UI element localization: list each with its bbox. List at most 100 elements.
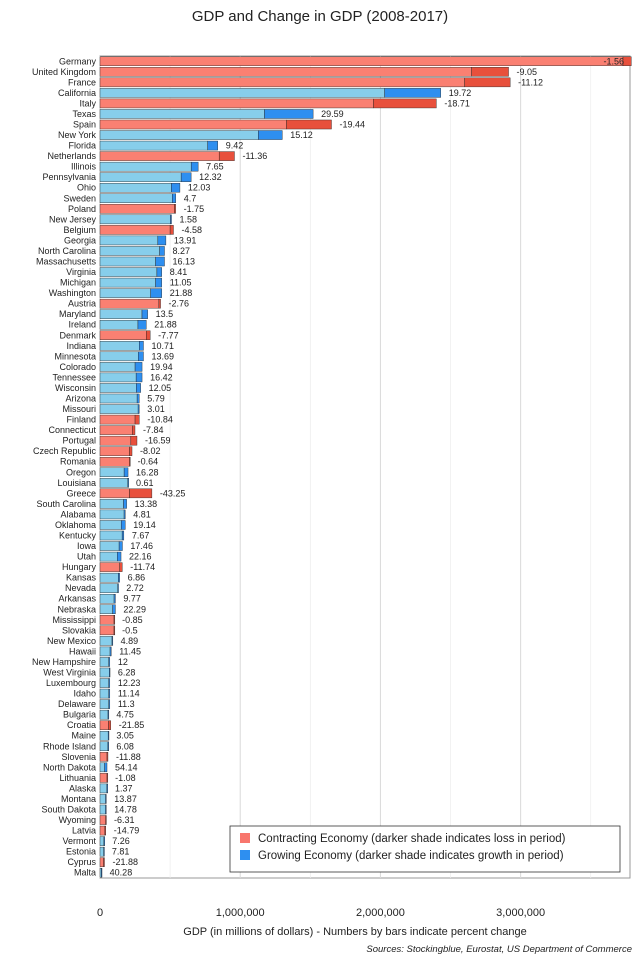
data-label: 7.81 <box>112 847 130 857</box>
data-label: 21.88 <box>170 288 193 298</box>
bar-change <box>117 583 119 593</box>
category-label: Texas <box>72 109 96 119</box>
category-label: Italy <box>79 98 96 108</box>
category-label: Alabama <box>60 509 96 519</box>
bar-base <box>99 277 156 288</box>
category-label: Alaska <box>69 783 96 793</box>
bar-base <box>99 298 160 309</box>
bar-change <box>384 88 441 98</box>
bar-base <box>99 214 171 225</box>
data-label: 8.41 <box>170 267 188 277</box>
data-label: -19.44 <box>339 120 365 130</box>
data-label: -0.5 <box>122 625 138 635</box>
data-label: 3.01 <box>147 404 165 414</box>
category-label: Wisconsin <box>55 383 96 393</box>
category-label: Arkansas <box>58 594 96 604</box>
bar-base <box>99 172 182 182</box>
category-label: United Kingdom <box>32 67 96 77</box>
bar-change <box>139 341 144 351</box>
bar-change <box>464 77 511 88</box>
category-label: Washington <box>49 288 96 298</box>
data-label: -8.02 <box>140 446 161 456</box>
bar-base <box>99 330 147 341</box>
category-label: New Jersey <box>49 214 97 224</box>
x-tick-label: 1,000,000 <box>216 907 265 919</box>
bar-change <box>156 267 162 277</box>
category-label: Poland <box>68 204 96 214</box>
category-label: Sweden <box>63 193 96 203</box>
data-label: -4.58 <box>181 225 202 235</box>
bar-base <box>99 309 143 319</box>
category-label: Illinois <box>71 162 97 172</box>
bar-change <box>121 530 125 541</box>
bar-change <box>106 783 108 794</box>
data-label: 7.65 <box>206 162 224 172</box>
bar-base <box>99 762 105 773</box>
legend-label: Contracting Economy (darker shade indica… <box>258 833 566 845</box>
bar-base <box>99 425 133 435</box>
bar-base <box>99 646 111 657</box>
category-label: Luxembourg <box>46 678 96 688</box>
bar-base <box>99 709 109 720</box>
bar-base <box>99 225 171 235</box>
category-label: Colorado <box>59 362 96 372</box>
bar-base <box>99 256 156 267</box>
source-note: Sources: Stockingblue, Eurostat, US Depa… <box>366 944 632 955</box>
category-label: Lithuania <box>59 773 96 783</box>
bar-base <box>99 846 104 857</box>
bar-base <box>99 499 124 509</box>
category-label: Oklahoma <box>55 520 96 530</box>
data-label: -7.84 <box>143 425 164 435</box>
category-label: Portugal <box>62 436 96 446</box>
category-label: Ohio <box>77 183 96 193</box>
data-label: -7.77 <box>158 330 179 340</box>
category-label: Florida <box>68 141 96 151</box>
bar-base <box>99 572 119 583</box>
bar-change <box>157 235 167 246</box>
bar-change <box>103 836 105 846</box>
category-label: Mississippi <box>52 615 96 625</box>
bar-change <box>113 625 116 636</box>
bar-change <box>108 678 111 688</box>
data-label: 4.89 <box>121 636 139 646</box>
category-label: Greece <box>66 488 96 498</box>
bar-change <box>471 67 509 77</box>
bar-change <box>155 256 165 267</box>
bar-change <box>105 794 107 804</box>
bar-change <box>159 246 165 256</box>
category-label: South Dakota <box>41 805 96 815</box>
data-label: 12 <box>118 657 128 667</box>
category-label: Slovenia <box>61 752 96 762</box>
legend-box <box>229 825 621 873</box>
data-label: 6.08 <box>116 741 134 751</box>
category-label: New Mexico <box>47 636 96 646</box>
category-label: California <box>58 88 96 98</box>
category-label: Tennessee <box>52 372 96 382</box>
category-label: Vermont <box>62 836 96 846</box>
bar-change <box>123 467 129 478</box>
bar-base <box>99 341 140 351</box>
bar-base <box>99 372 137 383</box>
bar-base <box>99 636 113 646</box>
bar-base <box>99 625 115 636</box>
bar-base <box>99 98 374 109</box>
bar-base <box>99 857 104 867</box>
category-label: Netherlands <box>47 151 96 161</box>
bar-base <box>99 119 287 130</box>
bar-change <box>108 688 111 699</box>
data-label: 13.87 <box>114 794 137 804</box>
bar-change <box>127 478 129 488</box>
bar-change <box>120 520 126 530</box>
bar-base <box>99 478 129 488</box>
category-label: Delaware <box>58 699 96 709</box>
bar-change <box>373 98 437 109</box>
bar-change <box>138 351 144 362</box>
legend-label: Growing Economy (darker shade indicates … <box>258 850 564 862</box>
bar-change <box>129 456 131 467</box>
bar-base <box>99 404 139 414</box>
data-label: 13.38 <box>135 499 158 509</box>
x-tick-label: 0 <box>97 907 103 919</box>
bar-change <box>218 151 235 161</box>
legend-swatch <box>240 850 250 860</box>
bar-base <box>99 615 115 625</box>
